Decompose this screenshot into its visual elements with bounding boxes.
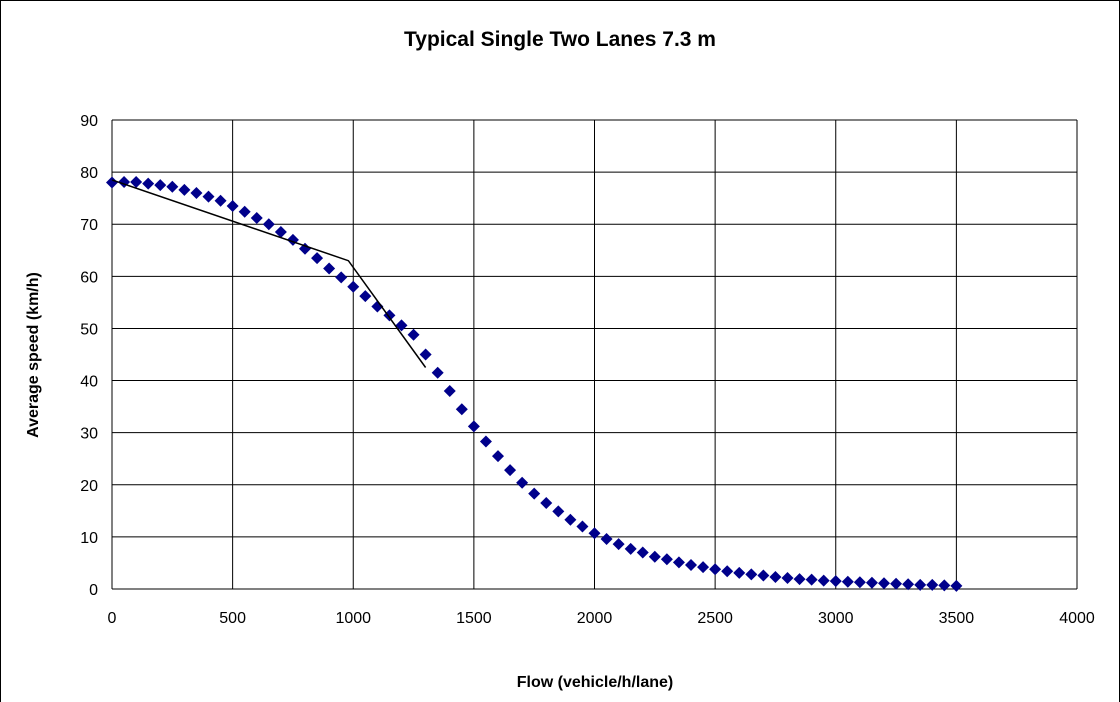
data-point [516,476,529,489]
data-point [431,366,444,379]
data-point [552,505,565,518]
y-tick-label: 10 [80,530,98,547]
x-tick-label: 500 [219,610,246,627]
data-point [564,513,577,526]
x-tick-label: 4000 [1059,610,1095,627]
x-axis-label: Flow (vehicle/h/lane) [516,674,674,691]
y-tick-label: 60 [80,269,98,286]
data-point [178,183,191,196]
y-axis-label: Average speed (km/h) [25,272,42,438]
data-point [769,571,782,584]
data-point [612,538,625,551]
data-point [443,384,456,397]
data-point [588,527,601,540]
data-point [829,575,842,588]
data-point [154,179,167,192]
data-point [142,177,155,190]
data-point [479,435,492,448]
data-point [902,578,915,591]
data-point [419,348,432,361]
data-point [926,578,939,591]
data-point [359,290,372,303]
data-point [166,180,179,193]
data-point [733,566,746,579]
data-point [697,561,710,574]
y-tick-label: 0 [89,582,98,599]
data-point [250,211,263,224]
data-point [226,199,239,212]
data-point [600,532,613,545]
data-point [793,573,806,586]
data-point [576,520,589,533]
data-point [865,576,878,589]
data-point [853,576,866,589]
y-tick-label: 50 [80,321,98,338]
data-point [106,176,118,189]
data-point [335,271,348,284]
data-point [757,569,770,582]
x-tick-label: 2500 [697,610,733,627]
data-point [636,546,649,559]
data-point [914,578,927,591]
data-point [938,579,951,592]
x-tick-label: 1000 [335,610,371,627]
data-point [528,487,541,500]
data-point [781,572,794,585]
y-tick-label: 40 [80,374,98,391]
data-point [660,553,673,566]
x-tick-label: 0 [108,610,117,627]
fitted-line [111,179,427,368]
chart-title: Typical Single Two Lanes 7.3 m [404,28,716,51]
data-point [878,577,890,590]
data-point [672,556,685,569]
data-point [299,242,311,255]
data-point [407,328,420,341]
data-point [890,577,903,590]
x-tick-label: 3000 [818,610,854,627]
data-point [202,190,215,203]
data-point [347,280,360,293]
data-point [817,574,830,587]
x-tick-label: 3500 [939,610,975,627]
data-point [190,186,203,199]
data-point [130,176,143,189]
data-point [721,565,734,578]
data-point [323,262,336,275]
data-point [467,420,480,433]
data-point [492,450,504,463]
y-tick-label: 20 [80,478,98,495]
x-tick-label: 1500 [456,610,492,627]
data-point [395,319,408,332]
data-point [274,226,287,239]
data-point [262,218,275,231]
data-point [540,497,553,510]
data-point [709,563,722,576]
data-point [805,573,818,586]
y-tick-label: 30 [80,426,98,443]
data-point [238,205,251,218]
data-point [950,579,963,592]
data-point [311,252,324,265]
data-point [371,300,384,313]
data-point [504,464,517,477]
data-point [624,542,637,555]
data-point [685,559,697,572]
data-point [745,568,758,581]
y-tick-label: 70 [80,217,98,234]
data-point [455,403,468,416]
data-point [214,194,227,207]
data-point [841,575,854,588]
x-tick-label: 2000 [577,610,613,627]
data-point [648,550,661,563]
y-tick-label: 90 [80,113,98,130]
y-tick-label: 80 [80,165,98,182]
